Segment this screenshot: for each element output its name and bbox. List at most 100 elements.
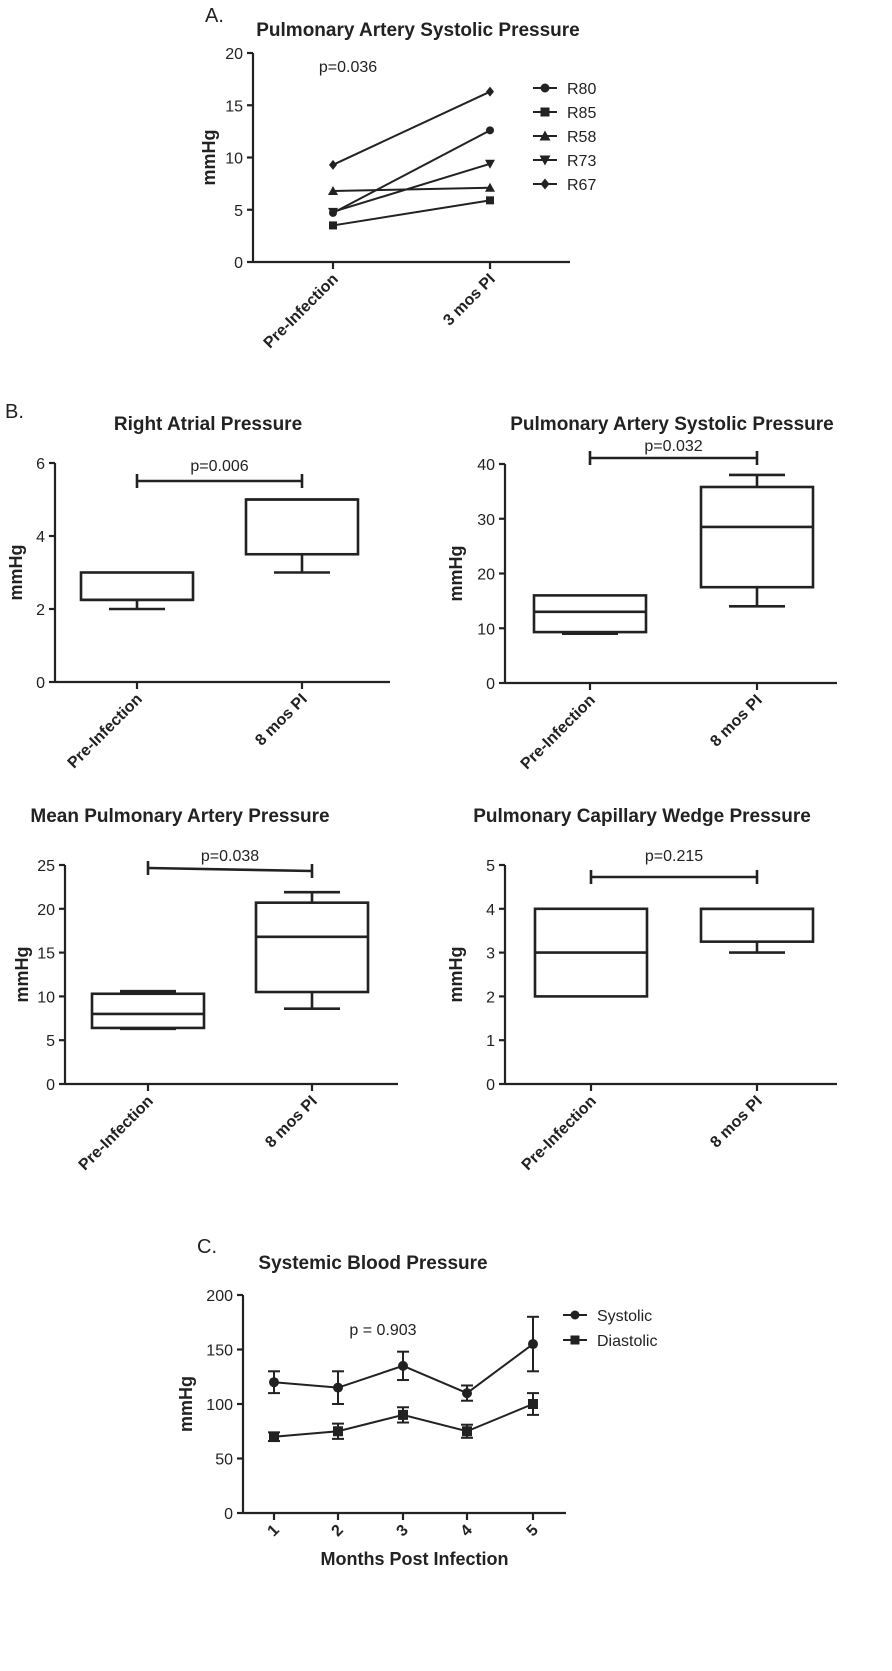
y-axis-label: mmHg bbox=[176, 1376, 196, 1432]
legend-marker bbox=[540, 107, 550, 117]
y-tick-label: 0 bbox=[224, 1506, 233, 1523]
chart-b4: 0 1 2 3 4 5 Pre-Infection 8 mos PI mmHg Pulmonary… bbox=[446, 806, 837, 1174]
x-tick-label: 3 mos PI bbox=[440, 271, 499, 330]
data-point bbox=[485, 182, 495, 192]
series-systolic bbox=[268, 1315, 539, 1405]
data-point bbox=[333, 1382, 343, 1393]
x-tick-label: 1 bbox=[265, 1522, 283, 1540]
legend-label: R67 bbox=[567, 177, 596, 194]
legend-label: R58 bbox=[567, 129, 596, 146]
y-tick-label: 10 bbox=[37, 989, 55, 1006]
p-value: p=0.036 bbox=[319, 59, 377, 76]
x-tick-label: 4 bbox=[458, 1522, 476, 1540]
data-point bbox=[398, 1360, 408, 1371]
legend-marker bbox=[539, 130, 551, 141]
y-tick-label: 15 bbox=[225, 98, 243, 115]
chart-title: Pulmonary Artery Systolic Pressure bbox=[256, 20, 580, 41]
series-line bbox=[332, 90, 491, 166]
legend-label: R73 bbox=[567, 153, 596, 170]
chart-c: 0 50 100 150 200 1 2 3 4 5 mmHg Systemic Blood Pres… bbox=[176, 1236, 657, 1569]
legend-label: R80 bbox=[567, 81, 596, 98]
y-tick-label: 40 bbox=[477, 457, 495, 474]
box-iqr bbox=[79, 571, 195, 602]
box-iqr bbox=[699, 485, 815, 589]
data-point bbox=[328, 185, 338, 195]
box-2 bbox=[699, 473, 815, 608]
data-point bbox=[398, 1409, 408, 1420]
y-tick-label: 0 bbox=[234, 255, 243, 272]
series-line bbox=[332, 129, 491, 214]
y-tick-label: 20 bbox=[477, 567, 495, 584]
data-point bbox=[486, 126, 494, 135]
x-tick-label: 2 bbox=[329, 1522, 347, 1540]
legend-label: Systolic bbox=[597, 1308, 652, 1325]
x-tick-label: 5 bbox=[524, 1522, 542, 1540]
chart-a: 0 5 10 15 20 Pre-Infection 3 mos PI mmHg Pulmona… bbox=[199, 5, 596, 352]
data-point bbox=[269, 1431, 279, 1442]
box-1 bbox=[79, 571, 195, 611]
y-tick-label: 20 bbox=[37, 902, 55, 919]
y-tick-label: 15 bbox=[37, 946, 55, 963]
y-tick-label: 5 bbox=[46, 1033, 55, 1050]
y-tick-label: 10 bbox=[225, 151, 243, 168]
box-1 bbox=[533, 907, 649, 998]
data-point bbox=[528, 1399, 538, 1409]
series-r85 bbox=[329, 196, 494, 230]
series-r73 bbox=[328, 159, 495, 217]
data-point bbox=[333, 1426, 343, 1437]
chart-title: Right Atrial Pressure bbox=[114, 414, 302, 435]
y-tick-label: 150 bbox=[206, 1343, 233, 1360]
box-1 bbox=[90, 989, 206, 1031]
x-tick-label: Pre-Infection bbox=[518, 692, 599, 773]
chart-title: Pulmonary Artery Systolic Pressure bbox=[510, 414, 834, 435]
box-iqr bbox=[254, 901, 370, 994]
chart-b2: 0 10 20 30 40 Pre-Infection 8 mos PI mmHg Pulmon… bbox=[446, 414, 837, 773]
x-tick-label: 8 mos PI bbox=[707, 1093, 766, 1152]
legend-marker bbox=[570, 1310, 580, 1320]
legend-label: Diastolic bbox=[597, 1333, 657, 1350]
y-tick-label: 0 bbox=[486, 1077, 495, 1094]
y-tick-label: 200 bbox=[206, 1288, 233, 1305]
chart-title: Systemic Blood Pressure bbox=[258, 1253, 487, 1274]
box-iqr bbox=[90, 992, 206, 1030]
data-point bbox=[485, 159, 495, 169]
y-tick-label: 10 bbox=[477, 621, 495, 638]
y-axis-label: mmHg bbox=[6, 544, 26, 600]
chart-title: Mean Pulmonary Artery Pressure bbox=[30, 806, 329, 827]
box-iqr bbox=[699, 907, 815, 943]
panel-label: B. bbox=[5, 401, 24, 423]
x-tick-label: Pre-Infection bbox=[519, 1093, 600, 1174]
y-tick-label: 20 bbox=[225, 46, 243, 63]
y-tick-label: 0 bbox=[36, 675, 45, 692]
box-2 bbox=[254, 890, 370, 1010]
data-point bbox=[462, 1426, 472, 1437]
chart-title: Pulmonary Capillary Wedge Pressure bbox=[473, 806, 811, 827]
y-tick-label: 4 bbox=[486, 902, 495, 919]
data-point bbox=[486, 196, 494, 205]
y-tick-label: 1 bbox=[486, 1033, 495, 1050]
x-tick-label: 3 bbox=[394, 1522, 412, 1540]
series-line bbox=[332, 186, 491, 192]
series-diastolic bbox=[268, 1392, 539, 1443]
y-tick-label: 50 bbox=[215, 1452, 233, 1469]
x-tick-label: 8 mos PI bbox=[262, 1093, 321, 1152]
significance-bracket bbox=[147, 866, 313, 873]
legend-marker bbox=[570, 1335, 580, 1345]
box-2 bbox=[244, 498, 360, 574]
chart-b3: 0 5 10 15 20 25 Pre-Infection 8 mos PI mmHg Mean … bbox=[12, 806, 398, 1174]
legend-marker bbox=[539, 155, 551, 166]
y-tick-label: 25 bbox=[37, 858, 55, 875]
y-tick-label: 3 bbox=[486, 946, 495, 963]
legend-marker bbox=[540, 178, 550, 190]
panel-label: C. bbox=[197, 1236, 217, 1258]
p-value: p=0.006 bbox=[190, 458, 248, 475]
x-axis-label: Months Post Infection bbox=[321, 1549, 509, 1569]
box-2 bbox=[699, 907, 815, 954]
y-tick-label: 5 bbox=[486, 858, 495, 875]
y-axis-label: mmHg bbox=[12, 946, 32, 1002]
data-point bbox=[269, 1377, 279, 1388]
y-tick-label: 30 bbox=[477, 512, 495, 529]
data-point bbox=[462, 1388, 472, 1399]
y-axis-label: mmHg bbox=[199, 129, 219, 185]
